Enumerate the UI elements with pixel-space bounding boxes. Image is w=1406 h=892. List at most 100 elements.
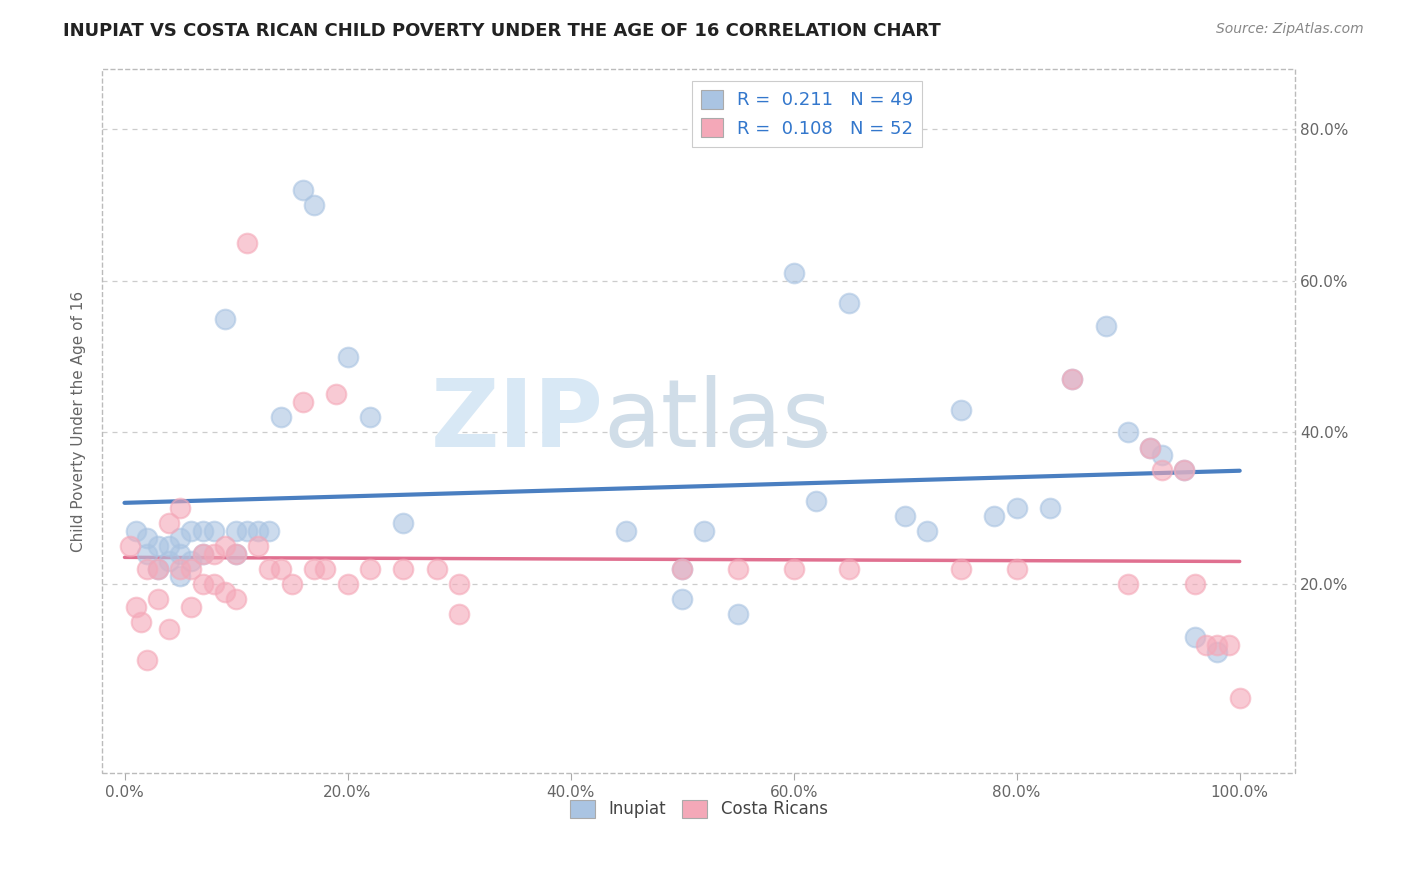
Point [1206,638,1229,652]
Text: INUPIAT VS COSTA RICAN CHILD POVERTY UNDER THE AGE OF 16 CORRELATION CHART: INUPIAT VS COSTA RICAN CHILD POVERTY UND… [63,22,941,40]
Point [281,577,304,591]
Point [359,410,381,425]
Point [1005,501,1028,516]
Point [169,501,191,516]
Point [214,311,236,326]
Point [671,562,693,576]
Point [180,524,202,538]
Point [124,524,146,538]
Point [838,296,860,310]
Point [1139,441,1161,455]
Point [135,562,157,576]
Point [169,532,191,546]
Point [917,524,939,538]
Text: Source: ZipAtlas.com: Source: ZipAtlas.com [1216,22,1364,37]
Point [214,584,236,599]
Point [191,547,214,561]
Point [782,266,804,280]
Point [191,524,214,538]
Text: ZIP: ZIP [430,375,603,467]
Point [157,539,180,553]
Point [782,562,804,576]
Point [135,532,157,546]
Point [1150,463,1173,477]
Point [291,183,314,197]
Point [1062,372,1084,386]
Point [671,592,693,607]
Point [120,539,142,553]
Point [1039,501,1062,516]
Point [1173,463,1195,477]
Point [247,524,270,538]
Point [894,508,917,523]
Point [1116,425,1139,440]
Point [426,562,449,576]
Point [302,562,325,576]
Point [1139,441,1161,455]
Point [124,599,146,614]
Point [169,569,191,583]
Point [302,198,325,212]
Point [225,592,247,607]
Point [727,562,749,576]
Point [146,562,169,576]
Point [146,539,169,553]
Point [1206,645,1229,659]
Point [727,607,749,622]
Point [236,524,259,538]
Point [191,577,214,591]
Point [180,599,202,614]
Point [614,524,637,538]
Point [169,547,191,561]
Point [146,592,169,607]
Point [804,493,827,508]
Point [1150,448,1173,462]
Point [1218,638,1240,652]
Point [157,554,180,568]
Point [270,410,292,425]
Point [392,562,415,576]
Point [146,562,169,576]
Point [291,395,314,409]
Point [671,562,693,576]
Point [225,547,247,561]
Point [1195,638,1218,652]
Point [157,516,180,531]
Point [157,623,180,637]
Point [1184,577,1206,591]
Point [392,516,415,531]
Point [135,547,157,561]
Point [1095,319,1118,334]
Point [336,577,359,591]
Text: atlas: atlas [603,375,831,467]
Legend: Inupiat, Costa Ricans: Inupiat, Costa Ricans [564,793,835,825]
Point [225,547,247,561]
Point [202,547,225,561]
Point [225,524,247,538]
Point [191,547,214,561]
Point [180,562,202,576]
Point [1005,562,1028,576]
Point [259,524,281,538]
Point [983,508,1005,523]
Point [359,562,381,576]
Point [449,577,471,591]
Point [314,562,336,576]
Point [259,562,281,576]
Point [236,235,259,250]
Point [202,524,225,538]
Point [1229,690,1251,705]
Point [247,539,270,553]
Point [1062,372,1084,386]
Point [180,554,202,568]
Point [270,562,292,576]
Point [214,539,236,553]
Point [129,615,152,629]
Point [838,562,860,576]
Point [202,577,225,591]
Point [949,402,972,417]
Point [949,562,972,576]
Point [449,607,471,622]
Point [169,562,191,576]
Point [693,524,716,538]
